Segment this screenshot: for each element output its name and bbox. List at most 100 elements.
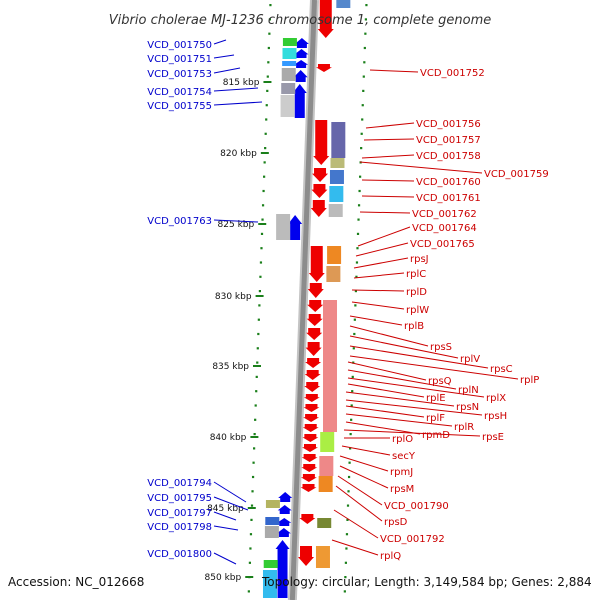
reverse-gene-arrow bbox=[303, 404, 320, 412]
right-leader-line bbox=[359, 211, 411, 214]
left-gene-label: VCD_001763 bbox=[147, 216, 212, 227]
guide-dot bbox=[345, 547, 348, 550]
right-leader-line bbox=[349, 315, 403, 326]
guide-dot bbox=[266, 75, 269, 78]
left-leader-line bbox=[213, 511, 237, 521]
reverse-gene-arrow bbox=[307, 283, 324, 298]
guide-dot bbox=[254, 404, 257, 407]
reverse-gene-arrow bbox=[311, 184, 328, 198]
guide-dot bbox=[260, 247, 263, 250]
kbp-tick-label: 835 kbp bbox=[212, 362, 249, 372]
right-leader-line bbox=[339, 465, 389, 489]
guide-dot bbox=[258, 290, 261, 293]
left-gene-label: VCD_001751 bbox=[147, 54, 212, 65]
right-leader-line bbox=[349, 325, 429, 347]
guide-dot bbox=[269, 4, 272, 7]
reverse-gene-arrow bbox=[315, 64, 332, 72]
forward-gene-arrow bbox=[275, 540, 290, 598]
guide-dot bbox=[349, 433, 352, 436]
guide-dot bbox=[262, 189, 265, 193]
right-gene-label: VCD_001758 bbox=[416, 151, 481, 162]
reverse-gene-arrow bbox=[304, 370, 321, 380]
guide-dot bbox=[266, 89, 269, 92]
guide-dot bbox=[365, 4, 368, 7]
reverse-gene-arrow bbox=[300, 484, 317, 492]
gene-feature-box bbox=[336, 0, 351, 8]
guide-dot bbox=[362, 75, 365, 78]
right-gene-label: rplF bbox=[426, 413, 445, 424]
reverse-gene-arrow bbox=[302, 434, 319, 442]
label-leader-lines bbox=[213, 39, 519, 565]
forward-gene-arrow bbox=[294, 60, 309, 68]
guide-dot bbox=[352, 347, 355, 350]
right-leader-line bbox=[353, 257, 409, 269]
guide-dot bbox=[346, 518, 349, 521]
left-gene-label: VCD_001795 bbox=[147, 493, 212, 504]
right-gene-label: rpsS bbox=[430, 342, 452, 353]
gene-feature-box bbox=[263, 560, 278, 568]
right-leader-line bbox=[345, 413, 453, 427]
right-leader-line bbox=[361, 195, 415, 198]
right-leader-line bbox=[357, 226, 411, 247]
reverse-gene-arrow bbox=[308, 246, 325, 282]
reverse-gene-arrow bbox=[299, 514, 316, 524]
guide-dot bbox=[344, 576, 347, 579]
guide-dot bbox=[343, 590, 346, 593]
right-leader-line bbox=[349, 355, 519, 380]
right-leader-line bbox=[349, 335, 459, 359]
right-leader-line bbox=[351, 301, 405, 310]
right-gene-label: rplR bbox=[454, 422, 474, 433]
guide-dot bbox=[256, 347, 259, 350]
right-leader-line bbox=[363, 138, 415, 141]
forward-gene-arrow bbox=[276, 528, 291, 537]
reverse-gene-arrow bbox=[301, 464, 318, 472]
right-leader-line bbox=[331, 539, 379, 556]
right-leader-line bbox=[339, 455, 389, 472]
guide-dot bbox=[350, 418, 353, 421]
reverse-gene-arrow bbox=[298, 546, 315, 566]
left-gene-label: VCD_001750 bbox=[147, 40, 212, 51]
guide-dot bbox=[364, 32, 367, 35]
guide-dot bbox=[256, 361, 259, 364]
gene-feature-box bbox=[265, 500, 280, 508]
right-gene-label: rpsH bbox=[484, 411, 507, 422]
left-leader-line bbox=[213, 39, 227, 45]
guide-dot bbox=[255, 390, 258, 393]
guide-dot bbox=[252, 461, 255, 464]
guide-dot bbox=[349, 447, 352, 450]
guide-dot bbox=[360, 147, 363, 150]
guide-dot bbox=[257, 318, 260, 321]
right-gene-label: rpmJ bbox=[390, 467, 413, 478]
right-gene-label: rplD bbox=[406, 287, 427, 298]
guide-dot bbox=[347, 490, 350, 493]
kbp-tick-label: 840 kbp bbox=[210, 433, 247, 443]
guide-dot bbox=[351, 375, 354, 378]
forward-gene-arrow bbox=[292, 84, 307, 118]
left-leader-line bbox=[213, 496, 249, 511]
right-gene-label: VCD_001790 bbox=[384, 501, 449, 512]
forward-gene-arrow bbox=[278, 492, 293, 502]
right-leader-line bbox=[353, 272, 405, 279]
reverse-gene-arrow bbox=[303, 414, 320, 422]
gene-feature-box bbox=[317, 518, 332, 528]
gene-feature-box bbox=[319, 456, 334, 476]
right-gene-label: rpsQ bbox=[428, 376, 452, 387]
guide-dot bbox=[361, 118, 364, 121]
right-gene-label: rplN bbox=[458, 385, 479, 396]
kbp-tick-label: 815 kbp bbox=[223, 78, 260, 88]
right-gene-label: VCD_001765 bbox=[410, 239, 475, 250]
forward-gene-arrow bbox=[277, 505, 292, 514]
guide-dot bbox=[264, 147, 267, 150]
gene-feature-box bbox=[323, 300, 338, 432]
guide-dot bbox=[265, 104, 268, 107]
right-gene-label: rpsE bbox=[482, 432, 504, 443]
reverse-gene-arrow bbox=[301, 454, 318, 462]
left-leader-line bbox=[213, 54, 235, 59]
left-leader-line bbox=[213, 525, 239, 531]
reverse-gene-arrow bbox=[307, 300, 324, 312]
forward-gene-arrow bbox=[288, 215, 303, 240]
right-gene-label: rplQ bbox=[380, 551, 401, 562]
right-gene-label: VCD_001792 bbox=[380, 534, 445, 545]
gene-feature-box bbox=[320, 432, 335, 452]
right-gene-label: rplC bbox=[406, 269, 426, 280]
